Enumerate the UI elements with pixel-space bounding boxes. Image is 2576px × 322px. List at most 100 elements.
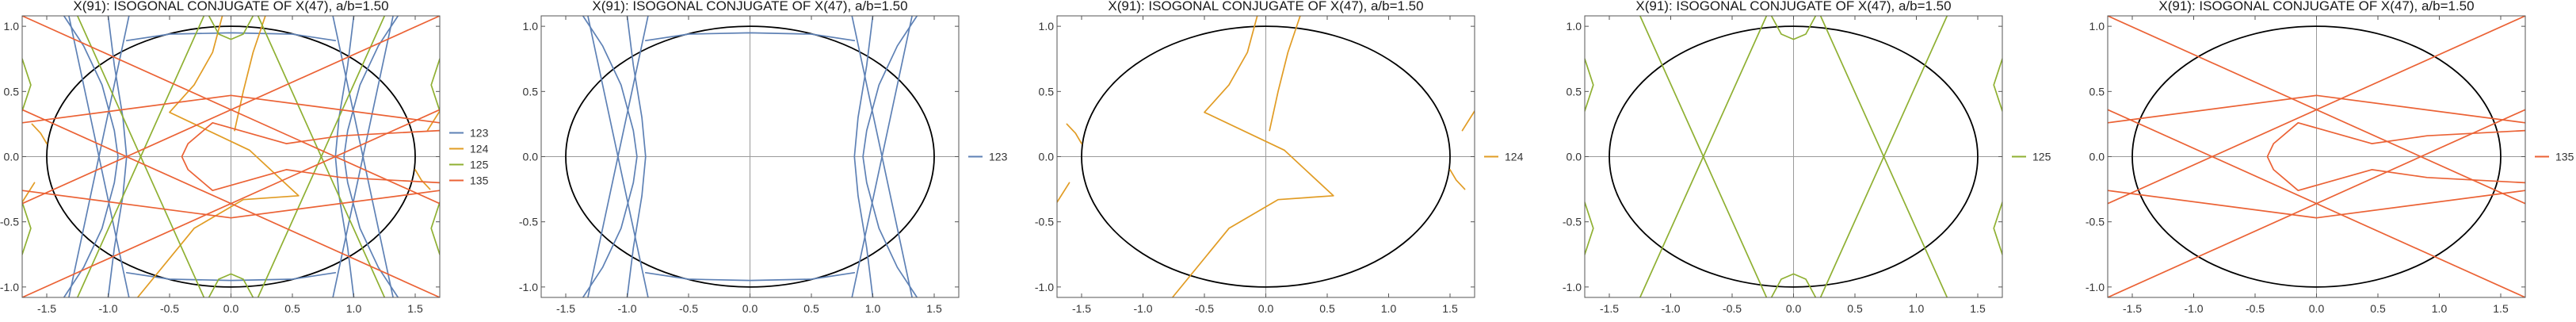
x-tick-label: 1.0 — [2432, 302, 2448, 315]
y-tick-label: -1.0 — [519, 281, 538, 293]
x-tick-label: 1.5 — [926, 302, 942, 315]
y-tick-label: 0.5 — [2089, 85, 2105, 98]
y-tick-label: -1.0 — [2086, 281, 2105, 293]
y-tick-label: 0.0 — [4, 151, 20, 163]
y-tick-label: -1.0 — [0, 281, 19, 293]
x-tick-label: -0.5 — [1195, 302, 1214, 315]
legend: 135 — [2535, 151, 2574, 163]
curve-125-segment-5 — [208, 16, 254, 40]
x-tick-label: -1.5 — [2123, 302, 2142, 315]
x-tick-label: 1.0 — [865, 302, 881, 315]
x-tick-label: 1.0 — [1381, 302, 1397, 315]
chart-panel-1: X(91): ISOGONAL CONJUGATE OF X(47), a/b=… — [0, 0, 489, 315]
curve-135-segment-4 — [22, 109, 440, 297]
chart-title: X(91): ISOGONAL CONJUGATE OF X(47), a/b=… — [592, 0, 907, 13]
curve-125-segment-6 — [208, 273, 254, 297]
curve-135-segment-5 — [2108, 94, 2525, 124]
legend: 124 — [1484, 151, 1524, 163]
curve-123-segment-9 — [125, 32, 337, 42]
legend-label-135: 135 — [2555, 151, 2574, 163]
curve-135-segment-7 — [2266, 121, 2525, 192]
curve-135-segment-4 — [2108, 109, 2525, 297]
y-tick-label: 1.0 — [2089, 20, 2105, 33]
x-tick-label: 1.5 — [2493, 302, 2509, 315]
x-tick-label: 0.5 — [284, 302, 300, 315]
curve-123-segment-1 — [582, 16, 638, 297]
x-tick-label: 1.0 — [1909, 302, 1925, 315]
legend-label-124: 124 — [470, 143, 489, 155]
x-tick-label: -1.0 — [1661, 302, 1680, 315]
curve-124-segment-5 — [426, 110, 440, 132]
x-tick-label: -0.5 — [2246, 302, 2265, 315]
curve-125-segment-3 — [1639, 16, 1768, 297]
reference-ellipse — [2131, 25, 2502, 288]
chart-panel-5: X(91): ISOGONAL CONJUGATE OF X(47), a/b=… — [2086, 0, 2574, 315]
curve-125-segment-4 — [257, 16, 386, 297]
curve-135-segment-3 — [2108, 16, 2525, 205]
y-tick-label: -1.0 — [1035, 281, 1054, 293]
x-tick-label: -0.5 — [160, 302, 179, 315]
curve-124-segment-3 — [414, 169, 431, 190]
curve-135-segment-7 — [181, 121, 440, 192]
legend-label-125: 125 — [2032, 151, 2051, 163]
legend: 123 124 125 135 — [449, 127, 489, 187]
curve-123-segment-1 — [63, 16, 119, 297]
curve-124-segment-2 — [1269, 16, 1301, 132]
curve-124-segment-6 — [1057, 182, 1070, 203]
chart-title: X(91): ISOGONAL CONJUGATE OF X(47), a/b=… — [2158, 0, 2474, 13]
plot-area — [2108, 16, 2525, 297]
x-tick-label: 0.5 — [803, 302, 819, 315]
x-tick-label: 0.0 — [1258, 302, 1274, 315]
curve-123-segment-3 — [862, 16, 918, 297]
y-tick-label: 0.0 — [1039, 151, 1055, 163]
x-tick-label: 1.5 — [407, 302, 423, 315]
y-tick-label: 1.0 — [4, 20, 20, 33]
curve-124-segment-4 — [31, 123, 48, 144]
x-tick-label: -0.5 — [1723, 302, 1742, 315]
curve-124-segment-6 — [22, 182, 36, 203]
curve-124-segment-5 — [1461, 110, 1475, 132]
y-tick-label: 0.5 — [523, 85, 539, 98]
curve-125-segment-4 — [1819, 16, 1948, 297]
curve-125-segment-9 — [22, 201, 32, 255]
chart-title: X(91): ISOGONAL CONJUGATE OF X(47), a/b=… — [1108, 0, 1423, 13]
plot-area — [1585, 16, 2002, 297]
curve-125-segment-6 — [1770, 273, 1817, 297]
x-tick-label: -1.0 — [1133, 302, 1152, 315]
x-tick-label: 1.5 — [1970, 302, 1986, 315]
curve-125-segment-8 — [430, 58, 440, 112]
chart-panel-3: X(91): ISOGONAL CONJUGATE OF X(47), a/b=… — [1035, 0, 1524, 315]
x-tick-label: 0.0 — [742, 302, 758, 315]
curve-123-segment-8 — [851, 16, 913, 297]
curve-124-segment-2 — [234, 16, 266, 132]
curve-123-segment-8 — [332, 16, 394, 297]
chart-panel-2: X(91): ISOGONAL CONJUGATE OF X(47), a/b=… — [519, 0, 1008, 315]
curve-125-segment-3 — [76, 16, 205, 297]
legend-label-123: 123 — [470, 127, 489, 140]
y-tick-label: 0.5 — [4, 85, 20, 98]
chart-title: X(91): ISOGONAL CONJUGATE OF X(47), a/b=… — [1635, 0, 1951, 13]
curve-125-segment-9 — [1585, 201, 1594, 255]
curve-123-segment-10 — [644, 271, 856, 282]
plot-area — [22, 16, 440, 297]
curve-125-segment-7 — [1585, 58, 1594, 112]
x-tick-label: -1.5 — [1600, 302, 1619, 315]
x-tick-label: -1.5 — [37, 302, 56, 315]
y-tick-label: 0.0 — [1567, 151, 1582, 163]
reference-ellipse — [46, 25, 416, 288]
x-tick-label: 0.5 — [2370, 302, 2386, 315]
x-tick-label: 0.5 — [1847, 302, 1863, 315]
x-tick-label: 0.0 — [1786, 302, 1802, 315]
curve-125-segment-5 — [1770, 16, 1817, 40]
x-tick-label: 1.5 — [1442, 302, 1458, 315]
chart-title: X(91): ISOGONAL CONJUGATE OF X(47), a/b=… — [73, 0, 388, 13]
y-tick-label: -0.5 — [1035, 216, 1054, 228]
reference-ellipse — [1081, 25, 1451, 288]
curve-123-segment-2 — [626, 16, 647, 297]
reference-ellipse — [1609, 25, 1979, 288]
y-tick-label: -0.5 — [519, 216, 538, 228]
reference-ellipse — [565, 25, 935, 288]
curve-124-segment-1 — [136, 16, 300, 297]
x-tick-label: 1.0 — [346, 302, 362, 315]
curve-125-segment-10 — [1993, 201, 2002, 255]
